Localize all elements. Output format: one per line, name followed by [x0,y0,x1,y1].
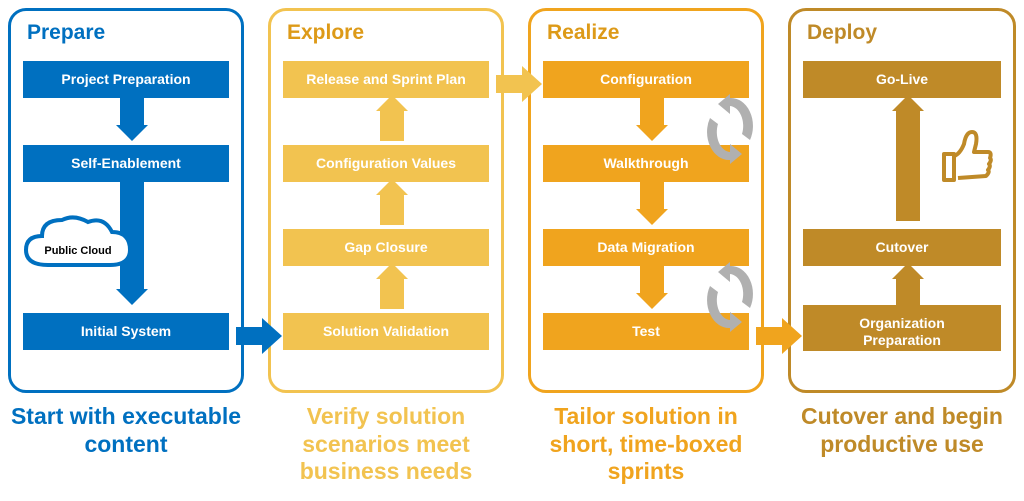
arrow-icon [756,318,802,359]
phase-title: Deploy [799,21,1005,45]
svg-text:Public Cloud: Public Cloud [44,245,111,257]
arrow-icon [236,318,282,359]
arrow-icon [888,263,928,314]
phase-caption: Cutover and begin productive use [788,403,1016,458]
arrow-icon [496,66,542,107]
phase-title: Explore [279,21,493,45]
arrow-icon [632,179,672,230]
phase-caption: Verify solution scenarios meet business … [268,403,504,486]
phase-box: Cutover [803,229,1001,266]
phase-box: Self-Enablement [23,145,229,182]
cycle-icon [700,260,760,339]
cloud-icon: Public Cloud [18,210,138,287]
arrow-icon [372,95,412,146]
arrow-icon [632,263,672,314]
arrow-icon [372,263,412,314]
arrow-icon [888,95,928,226]
phase-title: Prepare [19,21,233,45]
phase-box: Gap Closure [283,229,489,266]
phase-caption: Tailor solution in short, time-boxed spr… [528,403,764,486]
arrow-icon [112,95,152,146]
phase-box: Go-Live [803,61,1001,98]
cycle-icon [700,92,760,171]
arrow-icon [632,95,672,146]
thumbs-up-icon [934,124,998,193]
phase-title: Realize [539,21,753,45]
phase-caption: Start with executable content [8,403,244,458]
phase-box: Release and Sprint Plan [283,61,489,98]
phase-box: Project Preparation [23,61,229,98]
arrow-icon [372,179,412,230]
phase-box: Solution Validation [283,313,489,350]
phase-box: Configuration Values [283,145,489,182]
phase-box: Initial System [23,313,229,350]
